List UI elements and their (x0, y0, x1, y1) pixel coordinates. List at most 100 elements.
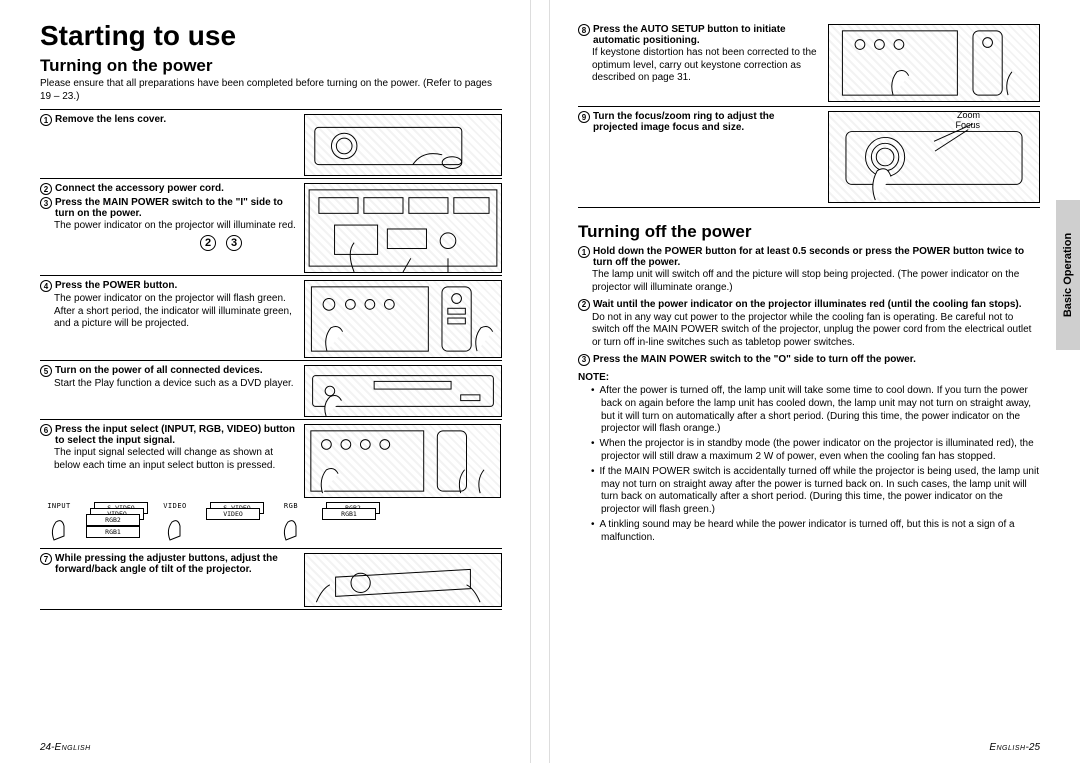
signal-group-label: VIDEO (163, 502, 187, 510)
note-item: If the MAIN POWER switch is accidentally… (591, 466, 1040, 517)
step-number-icon: 3 (578, 354, 590, 366)
step-text: Press the MAIN POWER switch to the "I" s… (55, 197, 298, 219)
signal-group-label: INPUT (47, 502, 71, 510)
input-signal-diagram: INPUT S-VIDEO VIDEO RGB2 RGB1 VIDEO S-VI… (40, 498, 386, 546)
step-number-icon: 1 (578, 246, 590, 258)
page-footer-right: English-25 (989, 742, 1040, 753)
manual-page-left: Starting to use Turning on the power Ple… (0, 0, 530, 763)
illustration-tilt-adjust (304, 553, 502, 607)
step-sub: If keystone distortion has not been corr… (592, 47, 818, 85)
off-step-sub: The lamp unit will switch off and the pi… (592, 269, 1040, 295)
signal-group-label: RGB (284, 502, 298, 510)
signal-box: RGB1 (86, 526, 140, 538)
signal-stack: RGB2 RGB1 (318, 502, 380, 520)
signal-stack: S-VIDEO VIDEO RGB2 RGB1 (86, 502, 148, 538)
ref-circle-icon: 2 (200, 235, 216, 251)
step-label: 8 Press the AUTO SETUP button to initiat… (578, 24, 818, 46)
illustration-power-cord (304, 183, 502, 273)
illustration-focus-zoom (828, 111, 1040, 203)
illustration-dvd-player (304, 365, 502, 417)
illustration-power-button (304, 280, 502, 358)
step-number-icon: 7 (40, 553, 52, 565)
note-heading: NOTE: (578, 372, 1040, 383)
step-number-icon: 3 (40, 197, 52, 209)
step-label: 3 Press the MAIN POWER switch to the "I"… (40, 197, 298, 219)
signal-group: INPUT (46, 502, 72, 542)
step-sub: The power indicator on the projector wil… (54, 220, 298, 233)
illustration-lens-cover (304, 114, 502, 176)
step-text: Press the input select (INPUT, RGB, VIDE… (55, 424, 298, 446)
step-label: 2 Connect the accessory power cord. (40, 183, 298, 195)
step-number-icon: 9 (578, 111, 590, 123)
step-ref-row: 2 3 (40, 235, 298, 251)
step-row: 2 Connect the accessory power cord. 3 Pr… (40, 179, 502, 276)
power-on-steps-cont: 8 Press the AUTO SETUP button to initiat… (578, 20, 1040, 208)
step-sub: The input signal selected will change as… (54, 447, 298, 472)
page-gutter (530, 0, 550, 763)
notes-list: After the power is turned off, the lamp … (591, 385, 1040, 545)
off-step: 3 Press the MAIN POWER switch to the "O"… (578, 354, 1040, 366)
focus-label: Focus (955, 121, 980, 131)
signal-group: VIDEO (162, 502, 188, 542)
step-text: Connect the accessory power cord. (55, 183, 224, 194)
note-item: A tinkling sound may be heard while the … (591, 519, 1040, 545)
step-row: 6 Press the input select (INPUT, RGB, VI… (40, 420, 502, 549)
intro-text: Please ensure that all preparations have… (40, 78, 502, 103)
step-text: Press the POWER button. (55, 280, 177, 291)
section-tab-label: Basic Operation (1062, 233, 1074, 317)
off-step: 2 Wait until the power indicator on the … (578, 299, 1040, 311)
signal-group: RGB (278, 502, 304, 542)
step-sub: Start the Play function a device such as… (54, 378, 298, 391)
step-row: 4 Press the POWER button. The power indi… (40, 276, 502, 361)
section-tab: Basic Operation (1056, 200, 1080, 350)
step-row: 5 Turn on the power of all connected dev… (40, 361, 502, 420)
step-text: While pressing the adjuster buttons, adj… (55, 553, 298, 575)
signal-box: RGB2 (86, 514, 140, 526)
step-row: 1 Remove the lens cover. (40, 110, 502, 179)
signal-stack: S-VIDEO VIDEO (202, 502, 264, 520)
page-lang: English (989, 742, 1025, 753)
manual-page-right: 8 Press the AUTO SETUP button to initiat… (550, 0, 1080, 763)
page-number: -25 (1026, 742, 1040, 753)
hand-press-icon (278, 512, 304, 542)
step-label: 5 Turn on the power of all connected dev… (40, 365, 298, 377)
illustration-input-select (304, 424, 501, 498)
section-heading-on: Turning on the power (40, 56, 502, 76)
step-label: 1 Remove the lens cover. (40, 114, 298, 126)
page-footer-left: 24-English (40, 742, 91, 753)
step-number-icon: 1 (40, 114, 52, 126)
step-number-icon: 2 (578, 299, 590, 311)
step-label: 7 While pressing the adjuster buttons, a… (40, 553, 298, 575)
step-text: Press the AUTO SETUP button to initiate … (593, 24, 818, 46)
off-step-label: Wait until the power indicator on the pr… (593, 299, 1040, 310)
step-number-icon: 8 (578, 24, 590, 36)
step-text: Remove the lens cover. (55, 114, 166, 125)
signal-box: VIDEO (206, 508, 260, 520)
step-label: 9 Turn the focus/zoom ring to adjust the… (578, 111, 818, 133)
section-heading-off: Turning off the power (578, 222, 1040, 242)
step-number-icon: 5 (40, 365, 52, 377)
step-number-icon: 2 (40, 183, 52, 195)
step-number-icon: 6 (40, 424, 52, 436)
signal-box: RGB1 (322, 508, 376, 520)
step-row: 9 Turn the focus/zoom ring to adjust the… (578, 107, 1040, 208)
note-item: When the projector is in standby mode (t… (591, 438, 1040, 464)
power-on-steps: 1 Remove the lens cover. 2 Connect the a… (40, 109, 502, 610)
note-item: After the power is turned off, the lamp … (591, 385, 1040, 436)
ref-circle-icon: 3 (226, 235, 242, 251)
step-text: Turn the focus/zoom ring to adjust the p… (593, 111, 818, 133)
off-step-label: Hold down the POWER button for at least … (593, 246, 1040, 268)
hand-press-icon (46, 512, 72, 542)
hand-press-icon (162, 512, 188, 542)
page-lang: English (54, 742, 90, 753)
page-title: Starting to use (40, 20, 502, 52)
step-row: 8 Press the AUTO SETUP button to initiat… (578, 20, 1040, 107)
page-number: 24- (40, 742, 54, 753)
step-label: 6 Press the input select (INPUT, RGB, VI… (40, 424, 298, 446)
off-step-label: Press the MAIN POWER switch to the "O" s… (593, 354, 1040, 365)
off-step: 1 Hold down the POWER button for at leas… (578, 246, 1040, 268)
step-number-icon: 4 (40, 280, 52, 292)
zoom-focus-labels: Zoom Focus (955, 111, 980, 131)
power-off-steps: 1 Hold down the POWER button for at leas… (578, 246, 1040, 366)
step-row: 7 While pressing the adjuster buttons, a… (40, 549, 502, 610)
